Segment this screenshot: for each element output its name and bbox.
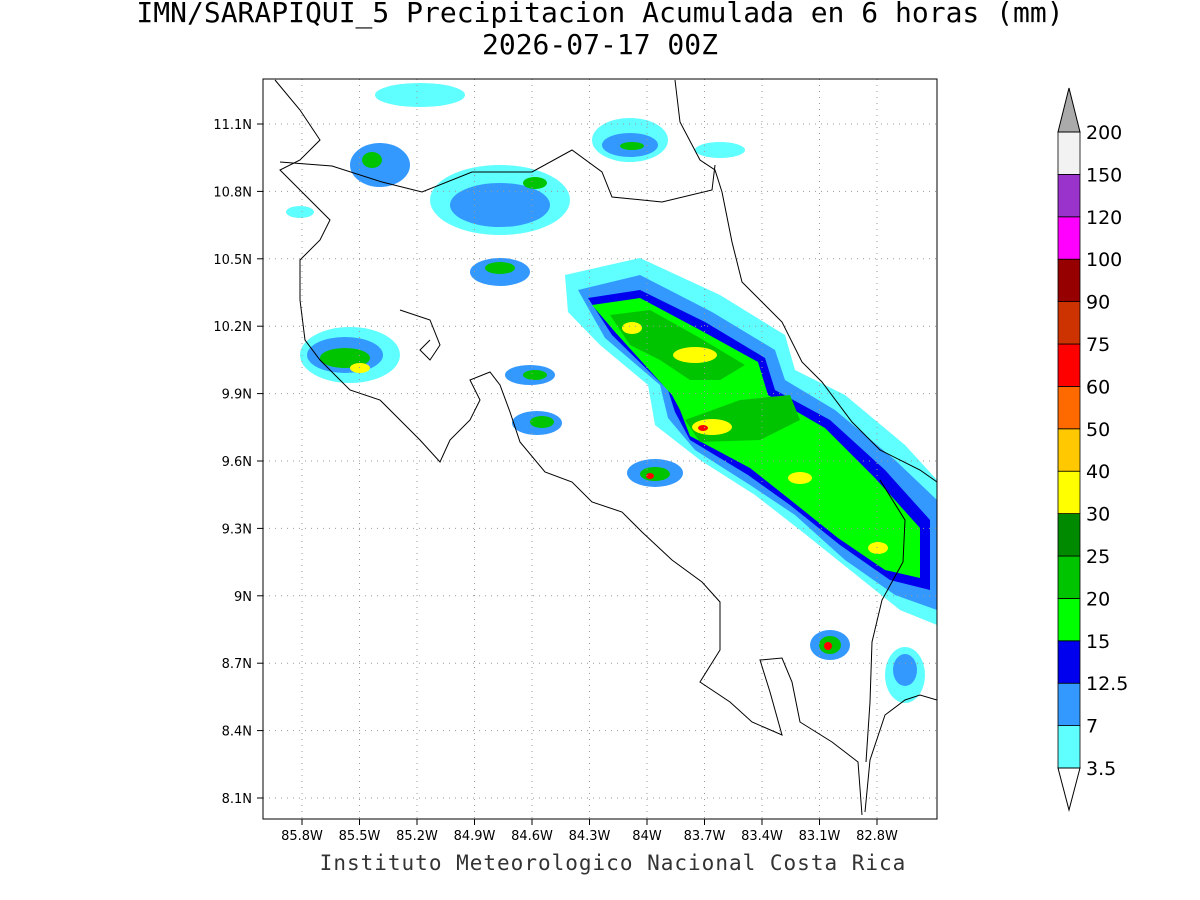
colorbar-label: 30 xyxy=(1086,504,1110,526)
precip-area xyxy=(893,654,917,686)
color-band xyxy=(1057,131,1081,175)
border xyxy=(279,149,716,203)
coastline xyxy=(864,694,937,813)
lat-label: 9.6N xyxy=(222,455,252,470)
color-band xyxy=(1057,725,1081,769)
axis-labels: 11.1N 10.8N 10.5N 10.2N 9.9N 9.6N 9.3N 9N 8.7N 8.… xyxy=(213,118,898,844)
precip-area xyxy=(610,310,745,380)
graticule xyxy=(263,79,937,819)
lat-label: 9N xyxy=(234,590,252,605)
color-band xyxy=(1057,385,1081,430)
colorbar-label: 20 xyxy=(1086,588,1110,610)
color-band xyxy=(1057,598,1081,642)
colorbar: 3.5 7 12.5 15 20 25 30 40 50 60 75 90 100 120 150 200 xyxy=(1057,87,1128,812)
colorbar-label: 75 xyxy=(1086,334,1110,356)
color-band xyxy=(1057,470,1081,515)
colorbar-label: 90 xyxy=(1086,292,1110,314)
colorbar-label: 60 xyxy=(1086,376,1110,398)
lon-label: 83.4W xyxy=(741,829,783,844)
precip-core xyxy=(692,419,732,435)
colorbar-label: 200 xyxy=(1086,122,1122,144)
lon-label: 83.7W xyxy=(684,829,726,844)
lat-label: 10.8N xyxy=(213,185,252,200)
precip-core xyxy=(622,322,642,334)
precip-core xyxy=(788,472,812,484)
coastline xyxy=(274,79,863,816)
color-band xyxy=(1057,640,1081,684)
lat-label: 10.5N xyxy=(213,253,252,268)
lon-label: 84W xyxy=(632,829,662,844)
colorbar-label: 150 xyxy=(1086,164,1122,186)
colorbar-label: 15 xyxy=(1086,631,1110,653)
coastlines xyxy=(274,79,937,816)
precip-area xyxy=(530,416,554,428)
precip-area xyxy=(320,348,370,368)
footer: Instituto Meteorologico Nacional Costa R… xyxy=(320,851,907,875)
title: IMN/SARAPIQUI_5 Precipitacion Acumulada … xyxy=(136,0,1063,30)
lat-label: 11.1N xyxy=(213,118,252,133)
lon-label: 85.5W xyxy=(339,829,381,844)
lat-label: 10.2N xyxy=(213,320,252,335)
precip-area xyxy=(523,177,547,189)
precip-core xyxy=(673,347,717,363)
subtitle: 2026-07-17 00Z xyxy=(482,28,718,61)
lat-label: 8.4N xyxy=(222,725,252,740)
color-band xyxy=(1057,428,1081,472)
map-frame xyxy=(262,78,938,820)
color-band xyxy=(1057,555,1081,599)
precip-area xyxy=(640,467,670,481)
colorbar-label: 120 xyxy=(1086,207,1122,229)
lat-label: 8.1N xyxy=(222,792,252,807)
lon-label: 82.8W xyxy=(856,829,898,844)
precip-area xyxy=(350,143,410,187)
precip-area xyxy=(485,262,515,274)
lon-label: 83.1W xyxy=(799,829,841,844)
colorbar-label: 25 xyxy=(1086,546,1110,568)
color-band xyxy=(1057,258,1081,303)
color-band xyxy=(1057,682,1081,727)
precip-area xyxy=(450,183,550,227)
color-band xyxy=(1057,513,1081,557)
lat-label: 9.9N xyxy=(222,388,252,403)
precip-area xyxy=(362,152,382,168)
colorbar-label: 3.5 xyxy=(1086,758,1116,780)
lon-label: 84.3W xyxy=(569,829,611,844)
lon-label: 84.6W xyxy=(511,829,553,844)
lon-label: 85.8W xyxy=(281,829,323,844)
color-band xyxy=(1057,216,1081,260)
coastline xyxy=(399,309,441,361)
colorbar-label: 12.5 xyxy=(1086,673,1128,695)
colorbar-label: 40 xyxy=(1086,461,1110,483)
precip-area xyxy=(620,142,644,150)
precip-area xyxy=(375,83,465,107)
border xyxy=(865,479,906,763)
colorbar-label: 7 xyxy=(1086,716,1098,738)
colorbar-label: 50 xyxy=(1086,419,1110,441)
precip-area xyxy=(286,206,314,218)
lat-label: 8.7N xyxy=(222,657,252,672)
color-band xyxy=(1057,301,1081,345)
precip-field xyxy=(286,83,937,703)
precip-area xyxy=(523,370,547,380)
lon-label: 84.9W xyxy=(454,829,496,844)
precip-core xyxy=(698,425,708,431)
precip-core xyxy=(646,473,654,479)
color-band xyxy=(1057,173,1081,218)
over-triangle xyxy=(1057,87,1081,133)
lon-label: 85.2W xyxy=(396,829,438,844)
under-triangle xyxy=(1057,767,1081,812)
colorbar-label: 100 xyxy=(1086,249,1122,271)
precip-core xyxy=(868,542,888,554)
lat-label: 9.3N xyxy=(222,522,252,537)
precip-core xyxy=(824,642,832,650)
color-band xyxy=(1057,343,1081,387)
coastline xyxy=(674,79,937,483)
precip-area xyxy=(695,142,745,158)
